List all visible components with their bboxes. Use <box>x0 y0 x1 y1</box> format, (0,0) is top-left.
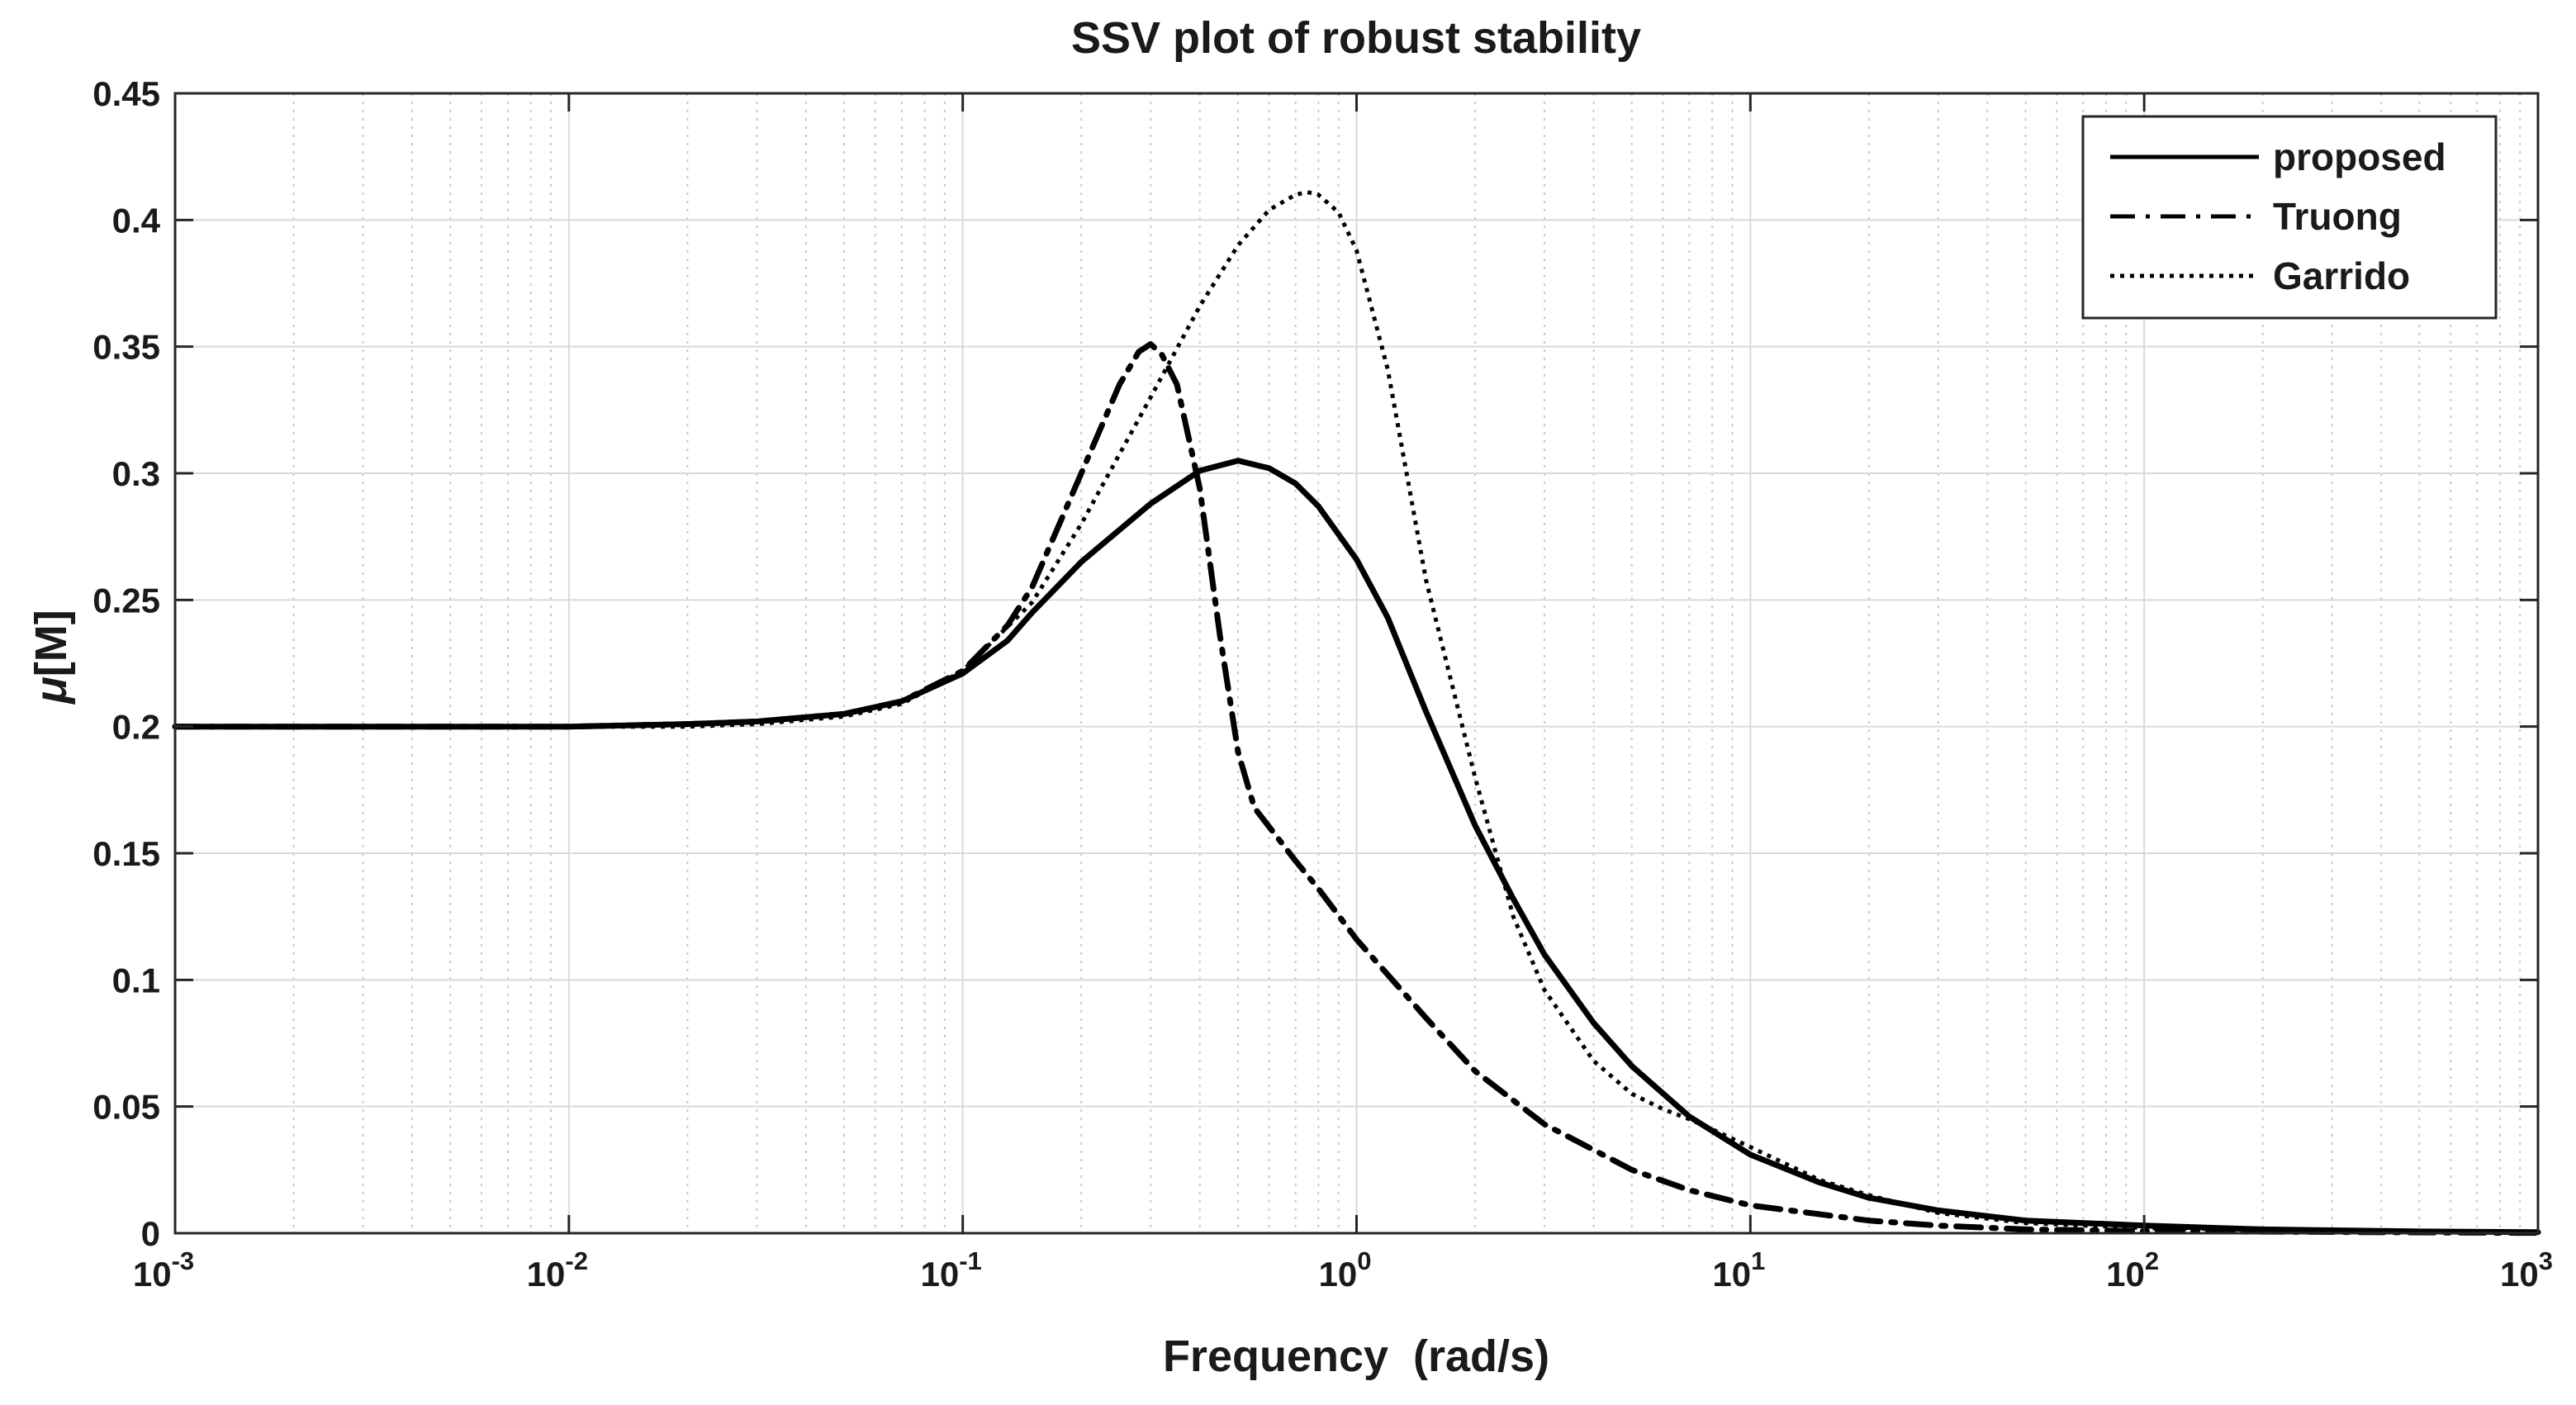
y-tick-label: 0.25 <box>93 581 160 619</box>
y-axis-label: μ[M] <box>26 610 76 705</box>
x-tick-label-base: 10 <box>2106 1255 2145 1293</box>
y-tick-label: 0.05 <box>93 1088 160 1127</box>
x-tick-label: 102 <box>2106 1246 2159 1293</box>
y-tick-label: 0.2 <box>112 708 160 747</box>
legend-box <box>2081 115 2498 320</box>
y-tick-label: 0.3 <box>112 454 160 493</box>
legend: proposed Truong Garrido <box>2081 115 2498 320</box>
series-layer <box>172 190 2541 1236</box>
legend-label: Garrido <box>2273 254 2410 297</box>
series-line-truong <box>172 341 2541 1236</box>
x-tick-label-base: 10 <box>1712 1255 1751 1293</box>
series-line-garrido <box>175 190 2539 1235</box>
y-tick-label: 0.15 <box>93 834 160 873</box>
y-tick-label: 0.35 <box>93 328 160 367</box>
y-tick-label: 0.1 <box>112 961 160 999</box>
x-tick-label-exponent: 2 <box>2145 1246 2159 1275</box>
y-axis-label-rest: [M] <box>26 610 76 676</box>
legend-label: proposed <box>2273 135 2446 178</box>
x-tick-label-base: 10 <box>133 1255 172 1293</box>
x-tick-label-exponent: 1 <box>1751 1246 1765 1275</box>
y-tick-label: 0 <box>141 1214 160 1253</box>
grid-layer <box>174 93 2539 1234</box>
tick-layer: 10-3 10-2 10-1 100 101 102 10300.050.10.150.20… <box>93 74 2553 1293</box>
x-axis-label: Frequency (rad/s) <box>1163 1331 1549 1381</box>
legend-label: Truong <box>2273 195 2402 238</box>
x-tick-label: 10-3 <box>133 1246 194 1293</box>
chart-title: SSV plot of robust stability <box>1071 13 1641 63</box>
x-tick-label: 103 <box>2500 1246 2553 1293</box>
x-tick-label-base: 10 <box>2500 1255 2539 1293</box>
y-tick-label: 0.45 <box>93 74 160 113</box>
x-tick-label-base: 10 <box>527 1255 566 1293</box>
x-tick-label-exponent: 0 <box>1357 1246 1371 1275</box>
x-tick-label: 10-1 <box>921 1246 982 1293</box>
x-tick-label: 100 <box>1319 1246 1372 1293</box>
x-tick-label-exponent: 3 <box>2539 1246 2553 1275</box>
x-tick-label: 101 <box>1712 1246 1765 1293</box>
x-tick-label-exponent: -2 <box>565 1246 588 1275</box>
y-axis-label-mu: μ <box>26 676 76 705</box>
y-tick-label: 0.4 <box>112 201 161 240</box>
legend-items: proposed Truong Garrido <box>2110 135 2446 297</box>
x-tick-label-base: 10 <box>921 1255 960 1293</box>
x-tick-label: 10-2 <box>527 1246 588 1293</box>
x-tick-label-exponent: -1 <box>959 1246 982 1275</box>
x-tick-label-exponent: -3 <box>172 1246 195 1275</box>
x-tick-label-base: 10 <box>1319 1255 1358 1293</box>
